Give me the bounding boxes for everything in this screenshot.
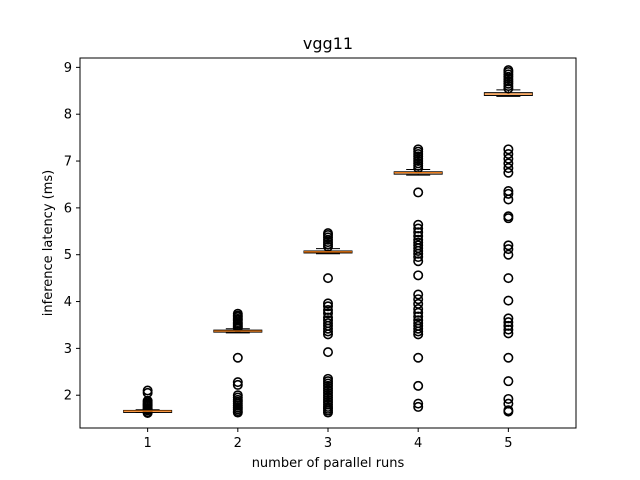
- box-group: [393, 144, 443, 412]
- plot-area: [123, 65, 533, 419]
- box-group: [483, 65, 533, 417]
- y-tick-label: 7: [64, 155, 72, 170]
- outlier-point: [503, 65, 514, 76]
- outlier-point: [413, 352, 424, 363]
- y-tick-label: 4: [64, 295, 72, 310]
- outlier-point: [232, 390, 243, 401]
- x-tick-label: 3: [324, 436, 332, 451]
- y-axis-label: inference latency (ms): [41, 170, 56, 316]
- outlier-point: [232, 379, 243, 390]
- outlier-point: [413, 318, 424, 329]
- outlier-point: [503, 393, 514, 404]
- outlier-point: [503, 211, 514, 222]
- outlier-point: [413, 240, 424, 251]
- outlier-point: [413, 289, 424, 300]
- outlier-point: [413, 144, 424, 155]
- outlier-point: [232, 377, 243, 388]
- y-tick-label: 6: [64, 201, 72, 216]
- outlier-point: [322, 301, 333, 312]
- outlier-point: [142, 385, 153, 396]
- x-tick-label: 5: [504, 436, 512, 451]
- outlier-point: [503, 167, 514, 178]
- outlier-point: [322, 373, 333, 384]
- outlier-point: [503, 158, 514, 169]
- outlier-point: [503, 273, 514, 284]
- outlier-point: [503, 163, 514, 174]
- y-tick-label: 9: [64, 61, 72, 76]
- y-tick-label: 8: [64, 108, 72, 123]
- outlier-point: [322, 312, 333, 323]
- outlier-point: [503, 405, 514, 416]
- outlier-point: [503, 244, 514, 255]
- outlier-point: [322, 273, 333, 284]
- x-axis-label: number of parallel runs: [252, 456, 405, 471]
- x-tick-label: 1: [143, 436, 151, 451]
- x-axis: 1 2 3 4 5: [143, 428, 513, 451]
- outlier-point: [322, 308, 333, 319]
- box-group: [123, 385, 173, 419]
- outlier-point: [503, 313, 514, 324]
- outlier-point: [322, 315, 333, 326]
- outlier-point: [503, 398, 514, 409]
- outlier-point: [503, 240, 514, 251]
- outlier-point: [413, 298, 424, 309]
- chart-title: vgg11: [303, 34, 353, 53]
- outlier-point: [413, 270, 424, 281]
- y-axis: 2 3 4 5 6 7 8 9: [64, 61, 80, 404]
- outlier-point: [503, 249, 514, 260]
- outlier-point: [413, 219, 424, 230]
- outlier-point: [322, 304, 333, 315]
- outlier-point: [322, 347, 333, 358]
- outlier-point: [413, 320, 424, 331]
- outlier-point: [503, 352, 514, 363]
- outlier-point: [413, 230, 424, 241]
- outlier-point: [503, 295, 514, 306]
- x-tick-label: 2: [234, 436, 242, 451]
- box-group: [303, 228, 353, 418]
- outlier-point: [413, 234, 424, 245]
- y-tick-label: 5: [64, 248, 72, 263]
- outlier-point: [232, 352, 243, 363]
- outlier-point: [503, 376, 514, 387]
- y-tick-label: 3: [64, 342, 72, 357]
- outlier-point: [503, 186, 514, 197]
- outlier-point: [413, 380, 424, 391]
- outlier-point: [503, 144, 514, 155]
- outlier-point: [503, 188, 514, 199]
- box-group: [213, 308, 263, 418]
- y-tick-label: 2: [64, 389, 72, 404]
- outlier-point: [413, 227, 424, 238]
- outlier-point: [413, 315, 424, 326]
- outlier-point: [232, 308, 243, 319]
- x-tick-label: 4: [414, 436, 422, 451]
- outlier-point: [503, 328, 514, 339]
- outlier-point: [322, 298, 333, 309]
- outlier-point: [413, 187, 424, 198]
- outlier-point: [503, 320, 514, 331]
- outlier-point: [413, 311, 424, 322]
- outlier-point: [413, 237, 424, 248]
- outlier-point: [413, 294, 424, 305]
- outlier-point: [413, 401, 424, 412]
- outlier-point: [322, 228, 333, 239]
- outlier-point: [413, 256, 424, 267]
- outlier-point: [503, 324, 514, 335]
- outlier-point: [503, 153, 514, 164]
- outlier-point: [413, 223, 424, 234]
- outlier-point: [503, 317, 514, 328]
- outlier-point: [503, 149, 514, 160]
- outlier-point: [322, 318, 333, 329]
- outlier-point: [413, 304, 424, 315]
- outlier-point: [413, 398, 424, 409]
